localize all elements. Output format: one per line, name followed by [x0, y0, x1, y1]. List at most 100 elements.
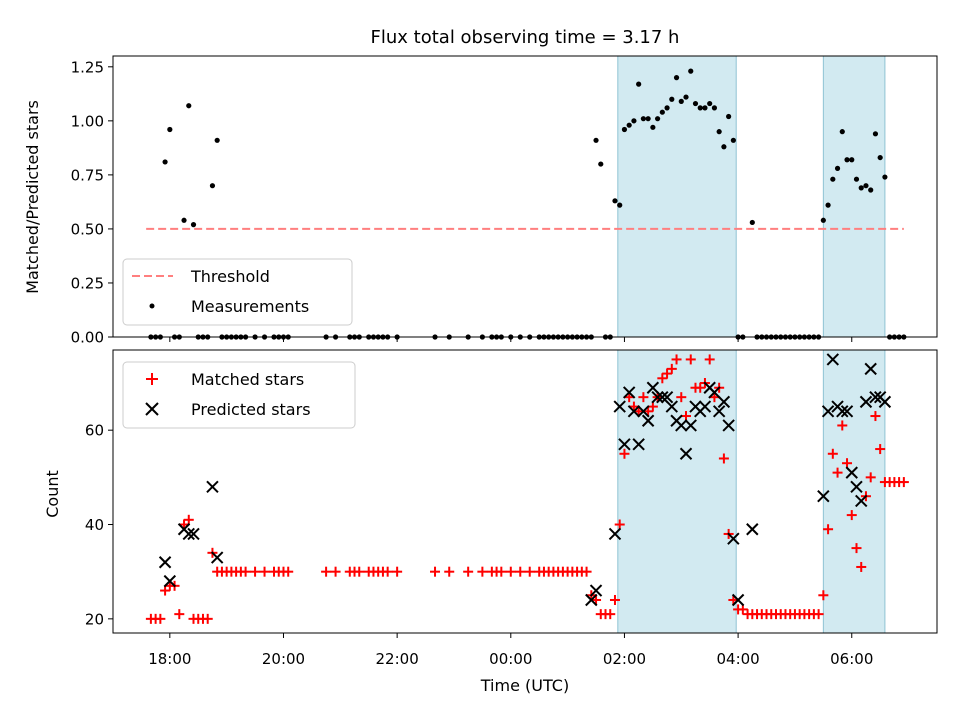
measurement-point	[726, 113, 732, 120]
measurement-point	[692, 100, 699, 107]
predicted-star-point	[206, 480, 219, 493]
predicted-star-x-b	[708, 386, 721, 399]
measurement-point	[683, 94, 689, 100]
measurement-point	[820, 217, 826, 223]
predicted-star-point	[622, 386, 636, 399]
matched-star-point	[505, 566, 516, 577]
matched-star-point	[250, 566, 261, 577]
predicted-star-x-b	[864, 362, 877, 376]
predicted-star-point	[679, 447, 693, 460]
top-legend-box	[122, 258, 353, 326]
predicted-star-x-b	[187, 527, 200, 541]
measurement-point	[844, 157, 850, 163]
matched-star-point	[823, 524, 834, 535]
predicted-star-x-b	[826, 353, 840, 366]
matched-star-point	[392, 566, 403, 577]
predicted-star-point	[589, 584, 603, 597]
measurement-point	[598, 161, 604, 167]
top-panel: 0.00 0.25 0.50 0.75 1.00 1.25 Matched/Predict…	[23, 55, 938, 347]
predicted-star-x-b	[665, 400, 679, 413]
measurement-point	[186, 103, 192, 109]
predicted-star-x-b	[618, 438, 631, 451]
x-tick-label: 06:00	[830, 650, 873, 668]
predicted-star-point	[646, 381, 660, 394]
measurement-point	[167, 126, 173, 133]
measurement-point	[664, 105, 670, 111]
measurement-point	[830, 176, 836, 182]
measurement-point	[877, 154, 883, 161]
predicted-star-point	[845, 466, 858, 479]
matched-star-point	[240, 566, 251, 577]
predicted-star-x-b	[855, 494, 868, 508]
predicted-star-point	[731, 593, 745, 607]
predicted-star-point	[712, 405, 726, 418]
measurement-point	[882, 174, 888, 180]
matched-star-point	[898, 477, 909, 488]
matched-star-point	[477, 566, 488, 577]
predicted-star-point	[684, 419, 697, 432]
predicted-star-point	[585, 593, 598, 607]
predicted-star-x-b	[817, 490, 830, 503]
matched-star-point	[818, 590, 829, 601]
x-tick-label: 22:00	[376, 650, 419, 668]
predicted-star-point	[698, 400, 712, 413]
measurement-point	[702, 105, 708, 111]
measurement-point	[650, 124, 656, 130]
top-y-tick-label: 0.50	[71, 220, 104, 238]
predicted-star-point	[608, 527, 622, 541]
bottom-y-tick-label: 40	[85, 516, 104, 534]
matched-star-point	[382, 566, 393, 577]
predicted-star-point	[727, 532, 740, 545]
matched-star-point	[463, 566, 474, 577]
x-tick-label: 00:00	[489, 650, 532, 668]
predicted-star-point	[182, 527, 195, 541]
predicted-star-point	[864, 362, 877, 376]
measurements-legend-marker	[149, 303, 155, 309]
bottom-y-tick-label: 20	[85, 610, 104, 628]
measurement-point	[626, 122, 632, 128]
matched-star-point	[155, 613, 166, 624]
predicted-star-point	[613, 400, 626, 413]
matched-star-point	[605, 609, 616, 620]
matched-star-point	[202, 613, 213, 624]
measurement-point	[209, 183, 216, 189]
predicted-star-point	[746, 523, 759, 536]
predicted-star-x-b	[585, 593, 598, 607]
measurement-point	[853, 176, 860, 182]
matched-star-point	[330, 566, 341, 577]
predicted-star-point	[641, 414, 655, 427]
predicted-legend-label: Predicted stars	[191, 400, 311, 419]
predicted-star-point	[163, 574, 177, 588]
predicted-star-x-b	[878, 395, 892, 409]
predicted-star-x-b	[712, 405, 726, 418]
measurement-point	[162, 159, 168, 165]
predicted-star-x-b	[850, 480, 863, 493]
measurement-point	[721, 144, 727, 150]
predicted-star-point	[826, 353, 840, 366]
matched-star-point	[321, 566, 332, 577]
predicted-star-x-b	[859, 395, 873, 409]
matched-star-point	[609, 594, 620, 605]
predicted-star-x-b	[158, 556, 172, 569]
measurement-point	[640, 116, 646, 122]
matched-star-point	[666, 363, 677, 374]
predicted-star-x-b	[684, 419, 697, 432]
predicted-star-x-b	[660, 390, 674, 404]
top-y-axis-label: Matched/Predicted stars	[23, 100, 42, 294]
matched-star-point	[695, 382, 706, 393]
predicted-star-point	[158, 556, 172, 569]
predicted-star-point	[187, 527, 200, 541]
matched-legend-marker	[146, 373, 158, 385]
measurement-point	[839, 129, 845, 135]
predicted-star-point	[708, 386, 721, 399]
x-axis-label: Time (UTC)	[480, 676, 569, 695]
predicted-star-point	[637, 405, 650, 418]
measurement-point	[621, 126, 628, 133]
measurement-point	[190, 222, 197, 228]
predicted-star-x-b	[836, 405, 849, 418]
top-y-tick-label: 1.25	[71, 58, 104, 76]
measurement-point	[863, 183, 869, 189]
matched-star-point	[354, 566, 365, 577]
top-y-tick-label: 0.75	[71, 166, 104, 184]
